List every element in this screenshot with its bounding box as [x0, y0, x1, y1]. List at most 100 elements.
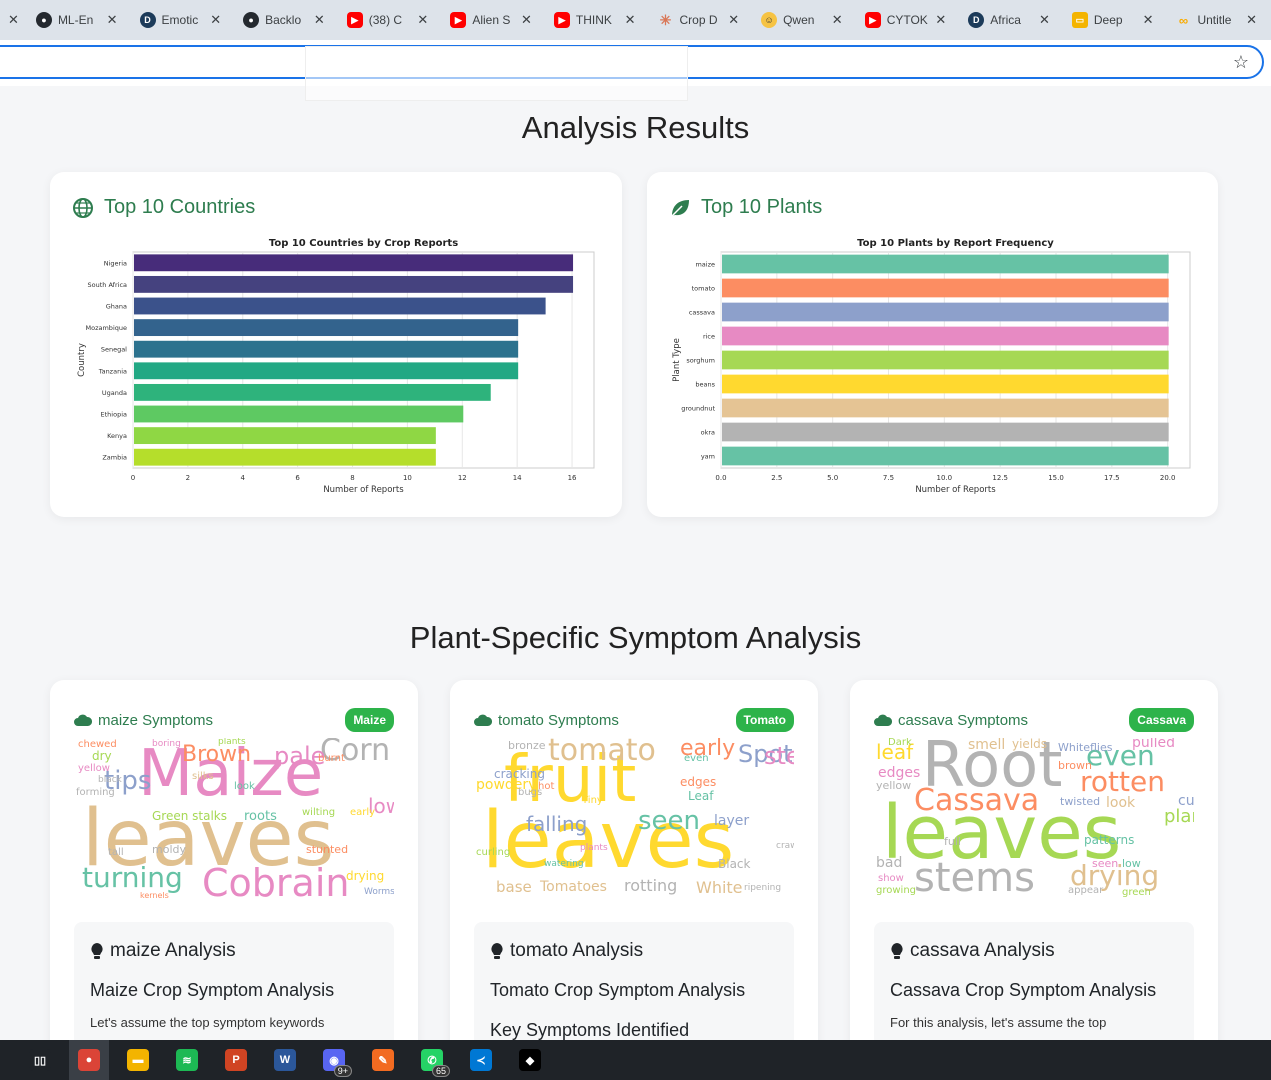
- tab-label: Untitle: [1197, 13, 1242, 27]
- y-tick-label: Zambia: [102, 454, 127, 462]
- browser-tab[interactable]: ▶ Alien S ✕: [442, 5, 540, 35]
- x-tick-label: 8: [350, 474, 354, 482]
- maize-analysis-text: Let's assume the top symptom keywords: [90, 1012, 380, 1034]
- wordcloud-word: drying: [346, 870, 384, 882]
- wordcloud-word: ripening: [744, 884, 781, 893]
- close-icon[interactable]: ✕: [1143, 12, 1154, 28]
- tomato-wordcloud: leavesfruittomatoseenfallingearlySpotsst…: [474, 738, 794, 900]
- whatsapp-icon[interactable]: ✆ 65: [412, 1040, 452, 1080]
- bar: [722, 327, 1169, 346]
- lightbulb-icon: [490, 942, 504, 960]
- browser-tab[interactable]: ▶ CYTOK ✕: [857, 5, 955, 35]
- bar: [722, 351, 1169, 370]
- close-icon[interactable]: ✕: [8, 12, 19, 28]
- close-icon[interactable]: ✕: [625, 12, 636, 28]
- y-axis-label: Plant Type: [672, 338, 682, 382]
- tomato-symptoms-title: tomato Symptoms: [474, 712, 619, 729]
- tab-label: Africa: [990, 13, 1035, 27]
- x-tick-label: 2.5: [771, 474, 782, 482]
- wordcloud-word: plants: [218, 738, 246, 747]
- close-icon[interactable]: ✕: [1039, 12, 1050, 28]
- browser-tab[interactable]: ☺ Qwen ✕: [753, 5, 851, 35]
- vscode-icon[interactable]: ≺: [461, 1040, 501, 1080]
- close-icon[interactable]: ✕: [417, 12, 428, 28]
- wordcloud-word: roots: [244, 810, 277, 823]
- browser-tab[interactable]: ▶ (38) C ✕: [339, 5, 437, 35]
- x-tick-label: 2: [186, 474, 190, 482]
- x-tick-label: 20.0: [1160, 474, 1176, 482]
- powerpoint-icon[interactable]: P: [216, 1040, 256, 1080]
- wordcloud-word: stems: [764, 744, 794, 768]
- bar: [134, 384, 491, 401]
- task-view-icon[interactable]: ▯▯: [20, 1040, 60, 1080]
- bar: [134, 341, 518, 358]
- wordcloud-word: Dark: [888, 738, 912, 748]
- chart-title: Top 10 Plants by Report Frequency: [857, 238, 1054, 249]
- youtube-icon: ▶: [347, 12, 363, 28]
- wordcloud-word: rotten: [1080, 768, 1165, 796]
- browser-tab[interactable]: ∞ Untitle ✕: [1167, 5, 1265, 35]
- spotify-icon[interactable]: ≋: [167, 1040, 207, 1080]
- pen-icon[interactable]: ✎: [363, 1040, 403, 1080]
- symptom-analysis-heading: Plant-Specific Symptom Analysis: [0, 620, 1271, 656]
- browser-tab[interactable]: ✳ Crop D ✕: [650, 5, 748, 35]
- bar: [722, 447, 1169, 466]
- close-icon[interactable]: ✕: [935, 12, 946, 28]
- tab-label: Crop D: [680, 13, 725, 27]
- bar: [134, 254, 573, 271]
- close-icon[interactable]: ✕: [832, 12, 843, 28]
- wordcloud-word: curling: [1178, 794, 1194, 808]
- wordcloud-word: Tiny: [582, 796, 603, 806]
- wordcloud-word: Worms: [364, 888, 394, 897]
- omnibox-dropdown-shadow: [305, 46, 688, 101]
- bar: [722, 375, 1169, 394]
- bar: [134, 406, 463, 423]
- maize-wordcloud: leaves Maize Cobrain turning Brown Corn tips pa…: [74, 738, 394, 900]
- browser-tab[interactable]: ● ML-En ✕: [28, 5, 126, 35]
- taskbar-glyph: W: [274, 1049, 296, 1071]
- wordcloud-word: growing: [876, 886, 916, 896]
- close-icon[interactable]: ✕: [107, 12, 118, 28]
- discord-icon[interactable]: ◉ 9+: [314, 1040, 354, 1080]
- taskbar-glyph: P: [225, 1049, 247, 1071]
- close-icon[interactable]: ✕: [1246, 12, 1257, 28]
- browser-tab[interactable]: D Africa ✕: [960, 5, 1058, 35]
- y-tick-label: cassava: [689, 309, 715, 317]
- close-icon[interactable]: ✕: [314, 12, 325, 28]
- cassava-wordcloud: leaves Root stems Cassava rotten even drying le…: [874, 738, 1194, 900]
- wordcloud-word: yields: [1012, 738, 1047, 750]
- browser-tab[interactable]: ▭ Deep ✕: [1064, 5, 1162, 35]
- close-icon[interactable]: ✕: [210, 12, 221, 28]
- lightbulb-icon: [890, 942, 904, 960]
- chrome-icon[interactable]: ●: [69, 1040, 109, 1080]
- notification-badge: 65: [432, 1065, 450, 1077]
- tab-label: Alien S: [472, 13, 517, 27]
- wordcloud-word: turning: [82, 864, 183, 892]
- wordcloud-word: silks: [192, 772, 214, 782]
- browser-tab[interactable]: ● Backlo ✕: [235, 5, 333, 35]
- globe-icon: [72, 197, 94, 219]
- bookmark-star-icon[interactable]: ☆: [1233, 52, 1249, 73]
- bar: [134, 362, 518, 379]
- x-tick-label: 12: [458, 474, 467, 482]
- browser-tab[interactable]: D Emotic ✕: [132, 5, 230, 35]
- file-explorer-icon[interactable]: ▬: [118, 1040, 158, 1080]
- bar: [134, 298, 546, 315]
- wordcloud-word: layer: [714, 814, 749, 828]
- wordcloud-word: even: [684, 754, 709, 764]
- browser-tab[interactable]: ✕: [0, 5, 22, 35]
- wordcloud-word: pulled: [1132, 738, 1175, 750]
- tab-label: Deep: [1094, 13, 1139, 27]
- close-icon[interactable]: ✕: [728, 12, 739, 28]
- word-icon[interactable]: W: [265, 1040, 305, 1080]
- taskbar-glyph: ▯▯: [29, 1049, 51, 1071]
- wordcloud-word: watering: [544, 860, 584, 869]
- wordcloud-word: bad: [876, 856, 902, 870]
- app-icon[interactable]: ◆: [510, 1040, 550, 1080]
- wordcloud-word: smell: [968, 738, 1005, 752]
- browser-tab[interactable]: ▶ THINK ✕: [546, 5, 644, 35]
- y-tick-label: rice: [703, 333, 715, 341]
- wordcloud-word: yellow: [876, 780, 911, 791]
- wordcloud-word: falling: [526, 814, 587, 834]
- close-icon[interactable]: ✕: [521, 12, 532, 28]
